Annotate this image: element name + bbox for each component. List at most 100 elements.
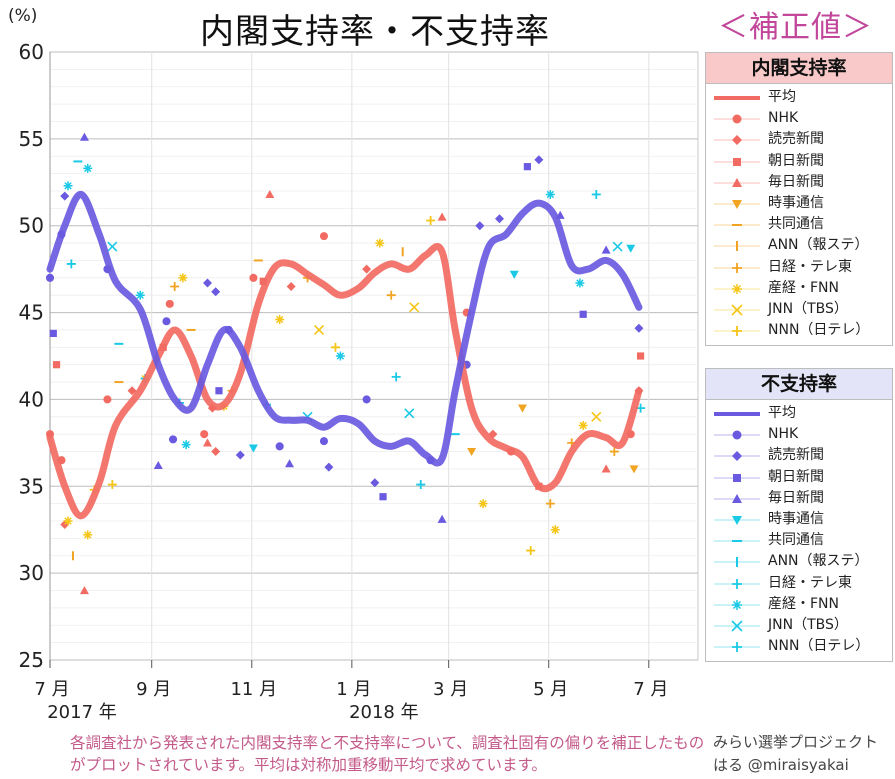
nonsupport-point: [391, 372, 401, 382]
support-point: [52, 361, 61, 369]
nonsupport-point: [612, 241, 623, 252]
support-legend-item: 毎日新聞: [706, 172, 892, 193]
support-point: [375, 238, 385, 248]
support-legend-label: 時事通信: [768, 195, 824, 211]
support-point: [265, 189, 275, 199]
nonsupport-point: [335, 351, 345, 361]
nonsupport-legend-marker: [714, 430, 760, 440]
nonsupport-point: [404, 408, 415, 419]
nonsupport-legend-label: 朝日新聞: [768, 468, 824, 485]
nonsupport-legend-symbol: [733, 473, 741, 482]
support-point: [178, 273, 188, 283]
nonsupport-legend-item: JNN（TBS）: [706, 615, 892, 636]
nonsupport-point: [379, 493, 387, 501]
support-legend-label: 産経・FNN: [768, 279, 839, 296]
support-legend-symbol: [731, 304, 743, 316]
nonsupport-point: [523, 163, 531, 171]
support-point: [362, 264, 372, 274]
nonsupport-legend-symbol: [732, 516, 742, 525]
nonsupport-legend-label: 平均: [768, 405, 796, 421]
y-tick-label: 35: [19, 474, 44, 498]
support-point: [319, 232, 329, 241]
support-point: [170, 282, 180, 292]
x-tick-label: 9 月: [136, 679, 171, 700]
support-legend-symbol: [732, 200, 742, 209]
support-legend-item: 読売新聞: [706, 129, 892, 150]
nonsupport-point: [275, 442, 284, 451]
nonsupport-legend-item: 朝日新聞: [706, 467, 892, 488]
support-point: [437, 212, 447, 221]
legend-nonsupport: 不支持率 平均 NHK 読売新聞 朝日新聞 毎日新聞 時事通信 共同通信 ANN（報ステ） 日経…: [705, 368, 893, 662]
nonsupport-legend-symbol: [732, 578, 742, 589]
support-legend-marker: [714, 96, 760, 100]
nonsupport-legend-symbol: [732, 493, 742, 503]
nonsupport-legend-item: ANN（報ステ）: [706, 551, 892, 572]
nonsupport-point: [60, 191, 70, 201]
legend-support-header: 内閣支持率: [706, 53, 892, 84]
support-point: [601, 464, 611, 473]
support-point: [103, 395, 112, 404]
nonsupport-point: [509, 270, 519, 279]
nonsupport-legend-label: NNN（日テレ）: [768, 638, 870, 655]
nonsupport-average-line: [46, 190, 643, 467]
x-tick-label: 5 月: [533, 679, 568, 700]
legend-support: 内閣支持率 平均 NHK 読売新聞 朝日新聞 毎日新聞 時事通信 共同通信 ANN（報ステ） 日…: [705, 52, 893, 346]
x-year-label: 2018 年: [349, 702, 419, 723]
support-legend-marker: [714, 262, 760, 273]
support-point: [629, 465, 639, 474]
x-year-label: 2017 年: [47, 702, 117, 723]
support-legend-item: 産経・FNN: [706, 278, 892, 299]
support-legend-symbol: [733, 157, 741, 166]
nonsupport-legend-marker: [714, 412, 760, 416]
support-point: [609, 447, 619, 457]
support-legend-marker: [714, 200, 760, 209]
nonsupport-point: [135, 290, 145, 300]
support-legend-label: NHK: [768, 110, 799, 127]
support-point: [249, 273, 258, 282]
nonsupport-point: [235, 450, 245, 460]
support-legend-item: 日経・テレ東: [706, 257, 892, 278]
support-legend-marker: [714, 283, 760, 294]
nonsupport-legend-marker: [714, 620, 760, 632]
support-legend-label: 平均: [768, 89, 796, 105]
support-point: [517, 404, 527, 413]
credit-line-1: みらい選挙プロジェクト: [713, 733, 879, 751]
nonsupport-point: [202, 278, 212, 288]
support-legend-item: NNN（日テレ）: [706, 320, 892, 341]
support-point: [286, 282, 296, 292]
nonsupport-legend-marker: [714, 557, 760, 568]
x-tick-label: 1 月: [336, 679, 371, 700]
support-legend-label: JNN（TBS）: [768, 301, 848, 317]
nonsupport-legend-item: 読売新聞: [706, 445, 892, 466]
nonsupport-legend-item: NHK: [706, 424, 892, 445]
nonsupport-point: [248, 444, 258, 453]
nonsupport-point: [362, 395, 371, 404]
nonsupport-legend-label: 読売新聞: [768, 447, 824, 464]
nonsupport-point: [215, 387, 223, 395]
nonsupport-point: [63, 181, 73, 191]
x-tick-label: 11 月: [230, 679, 277, 700]
support-legend-symbol: [732, 326, 742, 337]
support-legend-label: 日経・テレ東: [768, 258, 852, 275]
x-tick-label: 7 月: [34, 679, 69, 700]
support-point: [467, 447, 477, 457]
support-point: [426, 216, 436, 226]
y-axis-ticks: 25 30 35 40 45 50 55 60: [19, 40, 44, 672]
nonsupport-legend-item: NNN（日テレ）: [706, 636, 892, 657]
support-legend-symbol: [732, 135, 742, 146]
support-legend-marker: [714, 326, 760, 337]
support-legend-item: 朝日新聞: [706, 151, 892, 172]
nonsupport-point: [626, 244, 636, 253]
nonsupport-point: [579, 310, 587, 318]
nonsupport-legend-label: 共同通信: [768, 532, 824, 549]
support-point: [545, 499, 555, 509]
nonsupport-point: [545, 189, 555, 199]
support-point: [636, 352, 645, 360]
nonsupport-point: [162, 317, 171, 326]
nonsupport-legend-label: NHK: [768, 426, 799, 443]
nonsupport-point: [49, 329, 57, 338]
support-point: [165, 299, 174, 308]
support-legend-item: NHK: [706, 108, 892, 129]
nonsupport-point: [416, 480, 426, 490]
nonsupport-legend-marker: [714, 599, 760, 610]
